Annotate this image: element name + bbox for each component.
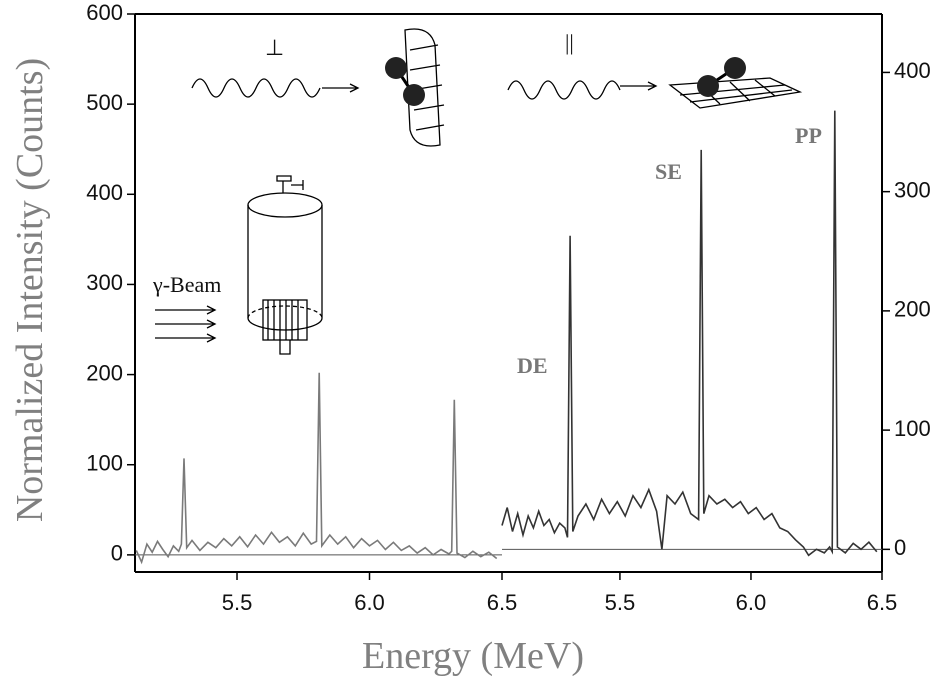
annotation: || bbox=[565, 30, 574, 55]
crystal-hatching bbox=[267, 300, 299, 340]
y-tick-label: 200 bbox=[86, 360, 123, 385]
x-tick-label: 6.0 bbox=[736, 590, 767, 615]
x-axis-title: Energy (MeV) bbox=[362, 635, 584, 677]
y-tick-label: 400 bbox=[86, 180, 123, 205]
detector bbox=[247, 205, 323, 318]
arrow bbox=[620, 81, 658, 91]
detector-parts bbox=[276, 175, 304, 355]
x-tick-label: 6.5 bbox=[867, 590, 898, 615]
y-tick-label: 0 bbox=[111, 541, 123, 566]
annotation: γ-Beam bbox=[152, 272, 221, 297]
detector-bottom-back bbox=[247, 305, 323, 319]
detector-top bbox=[247, 192, 323, 218]
x-tick-label: 6.0 bbox=[354, 590, 385, 615]
y-tick-label: 300 bbox=[894, 177, 931, 202]
y-tick-label: 100 bbox=[894, 416, 931, 441]
atoms bbox=[385, 57, 746, 106]
y-tick-label: 300 bbox=[86, 270, 123, 295]
graphene-sheet bbox=[668, 77, 803, 109]
bond bbox=[394, 66, 736, 96]
atom bbox=[385, 57, 407, 79]
spectrum-line bbox=[135, 372, 498, 565]
crystal bbox=[262, 299, 308, 341]
x-tick-label: 6.5 bbox=[487, 590, 518, 615]
annotation: ⊥ bbox=[265, 35, 284, 60]
spectrum-line bbox=[501, 110, 878, 557]
annotation: PP bbox=[795, 123, 822, 148]
y-tick-label: 400 bbox=[894, 58, 931, 83]
beam-arrows bbox=[155, 305, 217, 343]
atom bbox=[403, 84, 425, 106]
y-axis-title: Normalized Intensity (Counts) bbox=[9, 58, 51, 522]
x-tick-label: 5.5 bbox=[222, 590, 253, 615]
annotation: DE bbox=[517, 353, 548, 378]
y-tick-label: 0 bbox=[894, 535, 906, 560]
wave bbox=[191, 78, 321, 98]
wave bbox=[507, 80, 621, 100]
y-tick-label: 200 bbox=[894, 297, 931, 322]
atom bbox=[724, 57, 746, 79]
y-tick-label: 100 bbox=[86, 451, 123, 476]
detector-bottom bbox=[247, 317, 323, 331]
annotation: SE bbox=[655, 159, 682, 184]
x-tick-label: 5.5 bbox=[605, 590, 636, 615]
y-tick-label: 600 bbox=[86, 0, 123, 25]
atom bbox=[697, 75, 719, 97]
graphene-sheet bbox=[404, 28, 445, 147]
y-tick-label: 500 bbox=[86, 90, 123, 115]
arrow bbox=[322, 83, 360, 93]
